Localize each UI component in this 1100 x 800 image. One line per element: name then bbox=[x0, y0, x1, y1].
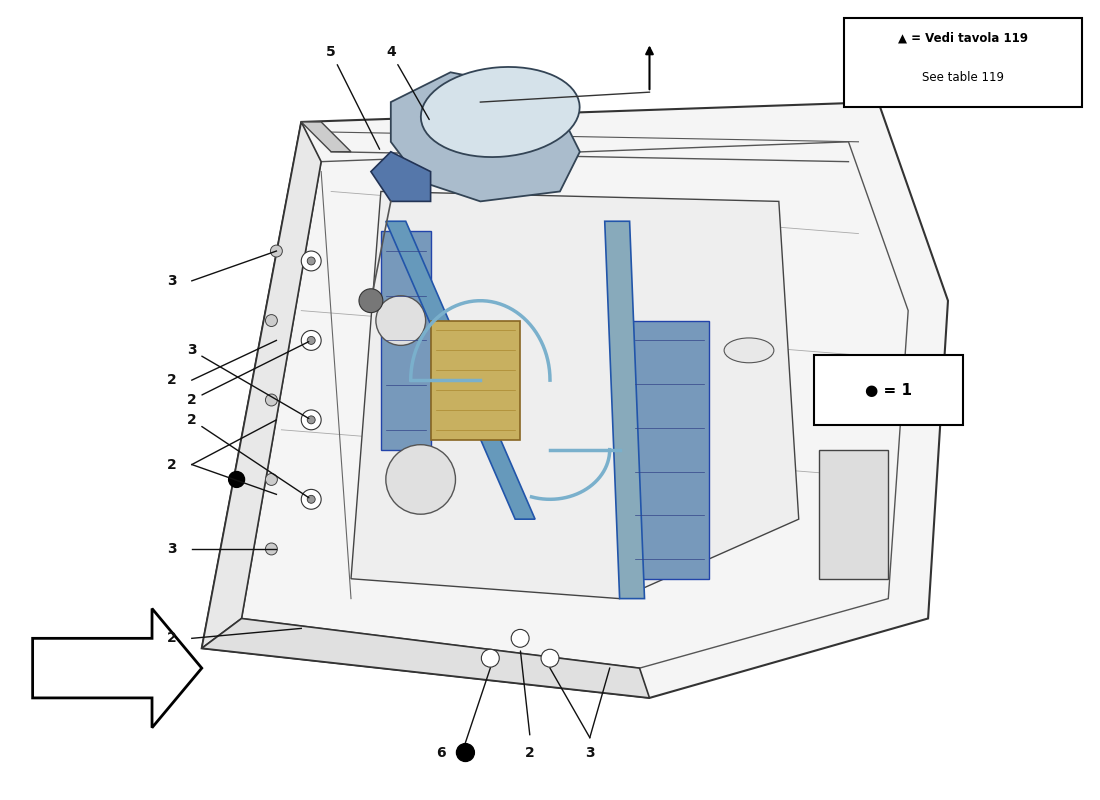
Text: 2: 2 bbox=[167, 631, 177, 646]
Circle shape bbox=[307, 416, 316, 424]
Polygon shape bbox=[33, 609, 201, 728]
Circle shape bbox=[359, 289, 383, 313]
Circle shape bbox=[301, 251, 321, 271]
Polygon shape bbox=[818, 450, 889, 578]
Circle shape bbox=[456, 743, 474, 762]
Text: See table 119: See table 119 bbox=[922, 70, 1004, 84]
Ellipse shape bbox=[724, 338, 774, 362]
Circle shape bbox=[541, 650, 559, 667]
Polygon shape bbox=[201, 102, 948, 698]
Text: 3: 3 bbox=[167, 542, 177, 556]
Text: 2: 2 bbox=[167, 373, 177, 387]
Text: 2: 2 bbox=[187, 342, 309, 407]
Circle shape bbox=[265, 394, 277, 406]
Polygon shape bbox=[201, 618, 649, 698]
Text: ▲ = Vedi tavola 119: ▲ = Vedi tavola 119 bbox=[898, 31, 1027, 44]
Polygon shape bbox=[430, 321, 520, 440]
Circle shape bbox=[271, 245, 283, 257]
Circle shape bbox=[265, 543, 277, 555]
Text: 3: 3 bbox=[187, 343, 309, 418]
Polygon shape bbox=[386, 222, 535, 519]
Text: a passion since 1985: a passion since 1985 bbox=[364, 450, 676, 588]
Circle shape bbox=[482, 650, 499, 667]
Circle shape bbox=[301, 330, 321, 350]
Circle shape bbox=[301, 490, 321, 510]
Circle shape bbox=[301, 410, 321, 430]
Polygon shape bbox=[371, 152, 430, 202]
Circle shape bbox=[386, 445, 455, 514]
Polygon shape bbox=[301, 122, 351, 152]
Text: 2: 2 bbox=[187, 413, 309, 498]
Circle shape bbox=[307, 495, 316, 503]
Circle shape bbox=[265, 314, 277, 326]
Polygon shape bbox=[351, 191, 799, 598]
Text: 5: 5 bbox=[327, 46, 380, 150]
Text: ● = 1: ● = 1 bbox=[865, 382, 912, 398]
Polygon shape bbox=[201, 122, 321, 648]
Circle shape bbox=[307, 337, 316, 344]
Text: europàres: europàres bbox=[252, 229, 848, 532]
Polygon shape bbox=[605, 222, 645, 598]
Ellipse shape bbox=[421, 67, 580, 157]
Text: 3: 3 bbox=[167, 274, 177, 288]
Circle shape bbox=[376, 296, 426, 346]
Polygon shape bbox=[390, 72, 580, 202]
FancyBboxPatch shape bbox=[844, 18, 1082, 107]
Polygon shape bbox=[629, 321, 710, 578]
Polygon shape bbox=[381, 231, 430, 450]
Circle shape bbox=[307, 257, 316, 265]
Circle shape bbox=[229, 471, 244, 487]
Text: 4: 4 bbox=[386, 46, 429, 119]
Text: 2: 2 bbox=[525, 746, 535, 759]
Text: 2: 2 bbox=[167, 458, 177, 471]
Circle shape bbox=[512, 630, 529, 647]
Circle shape bbox=[265, 474, 277, 486]
Text: 3: 3 bbox=[585, 746, 595, 759]
Text: 6: 6 bbox=[436, 746, 446, 759]
FancyBboxPatch shape bbox=[814, 355, 962, 425]
